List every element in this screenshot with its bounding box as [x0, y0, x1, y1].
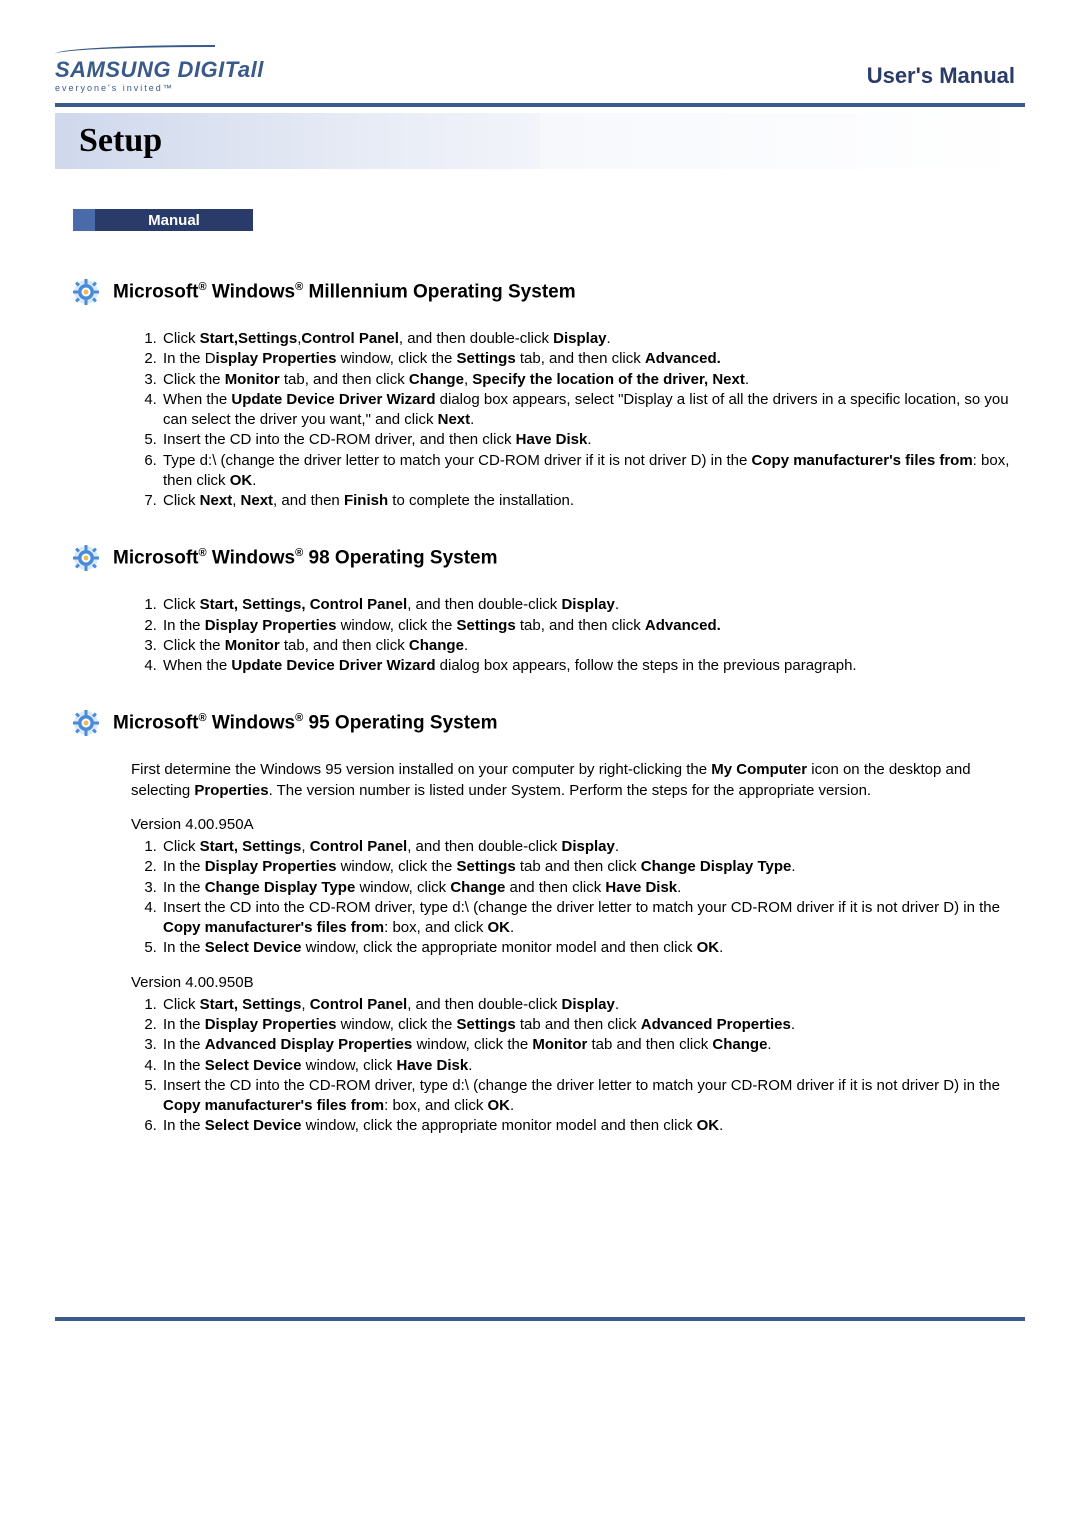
- step-item: Insert the CD into the CD-ROM driver, an…: [161, 430, 1015, 450]
- section: Microsoft® Windows® 95 Operating System F…: [73, 710, 1015, 1136]
- brand-tagline: everyone's invited™: [55, 83, 174, 93]
- step-item: In the Display Properties window, click …: [161, 349, 1015, 369]
- step-item: Click Start, Settings, Control Panel, an…: [161, 995, 1015, 1015]
- step-item: In the Display Properties window, click …: [161, 857, 1015, 877]
- sections-container: Microsoft® Windows® Millennium Operating…: [73, 279, 1015, 1137]
- section-title: Microsoft® Windows® 98 Operating System: [113, 547, 498, 569]
- section-body: Click Start, Settings, Control Panel, an…: [73, 595, 1015, 676]
- gear-icon: [73, 710, 99, 736]
- section-header: Microsoft® Windows® 98 Operating System: [73, 545, 1015, 571]
- content-wrapper: Manual Microsoft® Windows® Millennium Op…: [55, 209, 1025, 1137]
- setup-bar-left: Setup: [55, 113, 540, 169]
- manual-title: User's Manual: [867, 63, 1025, 93]
- brand-suffix: all: [238, 57, 264, 82]
- step-item: Type d:\ (change the driver letter to ma…: [161, 451, 1015, 492]
- step-item: In the Display Properties window, click …: [161, 616, 1015, 636]
- step-item: Click the Monitor tab, and then click Ch…: [161, 370, 1015, 390]
- version-label: Version 4.00.950A: [131, 815, 1015, 835]
- step-list: Click Start, Settings, Control Panel, an…: [131, 595, 1015, 676]
- step-item: In the Change Display Type window, click…: [161, 878, 1015, 898]
- section-body: Click Start,Settings,Control Panel, and …: [73, 329, 1015, 511]
- step-item: In the Select Device window, click the a…: [161, 938, 1015, 958]
- section-header: Microsoft® Windows® Millennium Operating…: [73, 279, 1015, 305]
- step-item: In the Advanced Display Properties windo…: [161, 1035, 1015, 1055]
- step-item: When the Update Device Driver Wizard dia…: [161, 390, 1015, 431]
- section: Microsoft® Windows® Millennium Operating…: [73, 279, 1015, 511]
- step-item: In the Select Device window, click the a…: [161, 1116, 1015, 1136]
- step-item: Click the Monitor tab, and then click Ch…: [161, 636, 1015, 656]
- setup-bar: Setup: [55, 113, 1025, 169]
- step-item: Click Start, Settings, Control Panel, an…: [161, 595, 1015, 615]
- section-intro: First determine the Windows 95 version i…: [131, 760, 1015, 801]
- header-rule: [55, 103, 1025, 107]
- section-title: Microsoft® Windows® Millennium Operating…: [113, 281, 576, 303]
- step-list: Click Start,Settings,Control Panel, and …: [131, 329, 1015, 511]
- brand-main: SAMSUNG DIGIT: [55, 57, 238, 82]
- page-header: SAMSUNG DIGITall everyone's invited™ Use…: [55, 45, 1025, 93]
- version-label: Version 4.00.950B: [131, 973, 1015, 993]
- footer-rule: [55, 1317, 1025, 1321]
- step-item: When the Update Device Driver Wizard dia…: [161, 656, 1015, 676]
- step-item: In the Display Properties window, click …: [161, 1015, 1015, 1035]
- section-header: Microsoft® Windows® 95 Operating System: [73, 710, 1015, 736]
- setup-bar-right: [540, 113, 1025, 169]
- manual-tab: Manual: [73, 209, 253, 231]
- step-list: Click Start, Settings, Control Panel, an…: [131, 837, 1015, 959]
- step-item: Click Start, Settings, Control Panel, an…: [161, 837, 1015, 857]
- step-item: Insert the CD into the CD-ROM driver, ty…: [161, 898, 1015, 939]
- step-item: Click Next, Next, and then Finish to com…: [161, 491, 1015, 511]
- gear-icon: [73, 279, 99, 305]
- step-item: Insert the CD into the CD-ROM driver, ty…: [161, 1076, 1015, 1117]
- brand-logo: SAMSUNG DIGITall everyone's invited™: [55, 45, 264, 93]
- manual-tab-label: Manual: [148, 212, 200, 229]
- step-item: In the Select Device window, click Have …: [161, 1056, 1015, 1076]
- section-title: Microsoft® Windows® 95 Operating System: [113, 712, 498, 734]
- setup-title: Setup: [79, 122, 162, 160]
- step-list: Click Start, Settings, Control Panel, an…: [131, 995, 1015, 1137]
- step-item: Click Start,Settings,Control Panel, and …: [161, 329, 1015, 349]
- section-body: First determine the Windows 95 version i…: [73, 760, 1015, 1136]
- gear-icon: [73, 545, 99, 571]
- section: Microsoft® Windows® 98 Operating System C…: [73, 545, 1015, 676]
